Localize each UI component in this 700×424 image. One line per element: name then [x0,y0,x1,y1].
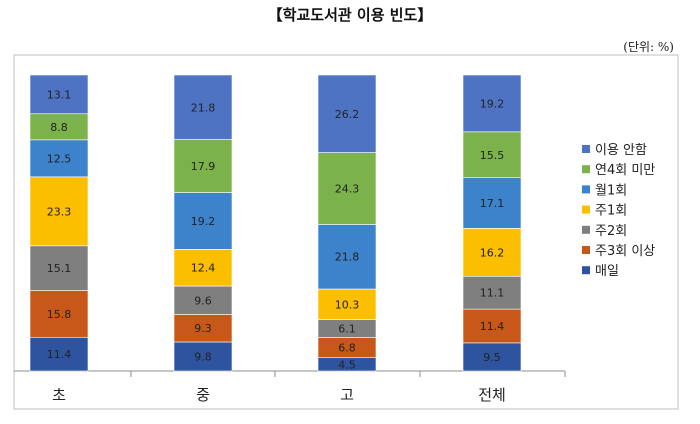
bar-segment [462,131,522,179]
bar-segment [462,275,522,310]
bar-segment [462,228,522,277]
data-label: 17.9 [191,160,216,173]
data-label: 8.8 [50,121,68,134]
data-label: 15.5 [480,149,505,162]
legend-entry: 매일 [595,264,619,279]
data-label: 23.3 [47,205,72,218]
data-label: 24.3 [335,183,360,196]
x-tick-label: 초 [52,386,66,404]
data-label: 13.1 [47,88,72,101]
bar-segment [29,245,89,291]
data-label: 21.8 [335,251,360,264]
bar-segment [29,176,89,247]
legend-swatch [582,205,590,214]
legend-entry: 주1회 [595,204,627,219]
data-label: 26.2 [335,108,360,121]
bar-segment [29,74,89,115]
plot-frame [13,54,679,410]
legend-entry: 주3회 이상 [595,244,655,259]
data-label: 9.8 [194,350,212,363]
bar-segment [462,74,522,133]
bar-segment [173,341,233,372]
data-label: 15.1 [47,262,72,275]
bar-segment [317,74,377,153]
bar-segment [317,152,377,225]
bar-segment [173,139,233,193]
data-label: 9.6 [194,294,212,307]
bar-segment [29,139,89,178]
data-label: 21.8 [191,101,216,114]
legend-entry: 이용 안함 [595,143,647,158]
data-label: 9.5 [483,351,501,364]
data-label: 11.4 [480,320,505,333]
legend-swatch [582,165,590,174]
bar-segment [462,177,522,229]
legend-entry: 월1회 [595,183,627,198]
bar-segment [29,290,89,338]
data-label: 19.2 [191,215,216,228]
data-label: 16.2 [480,246,505,259]
data-label: 12.5 [47,152,72,165]
data-label: 10.3 [335,298,360,311]
data-label: 11.4 [47,348,72,361]
unit-note: (단위: %) [623,40,674,54]
legend-swatch [582,246,590,254]
legend-entry: 주2회 [595,224,627,239]
legend-swatch [582,145,590,153]
bar-segment [173,74,233,140]
bar-segment [29,113,89,141]
data-label: 17.1 [480,197,505,210]
legend-swatch [582,225,590,234]
legend-entry: 연4회 미만 [595,163,655,178]
data-label: 6.1 [338,323,356,336]
x-tick-label: 중 [196,386,210,404]
bar-segment [173,285,233,315]
data-label: 19.2 [480,97,505,110]
legend-swatch [582,266,590,275]
data-label: 15.8 [47,308,72,321]
legend-swatch [582,185,590,194]
x-tick-label: 전체 [478,386,506,404]
bar-segment [173,314,233,343]
data-label: 11.1 [480,287,505,300]
bar-segment [462,308,522,344]
data-label: 12.4 [191,262,216,275]
bar-segment [173,249,233,287]
chart-title: 【학교도서관 이용 빈도】 [267,6,433,24]
data-label: 6.8 [338,342,356,355]
data-label: 4.5 [338,358,356,371]
bar-segment [173,192,233,250]
data-label: 9.3 [194,322,212,335]
bar-segment [317,288,377,320]
x-tick-label: 고 [340,386,354,404]
